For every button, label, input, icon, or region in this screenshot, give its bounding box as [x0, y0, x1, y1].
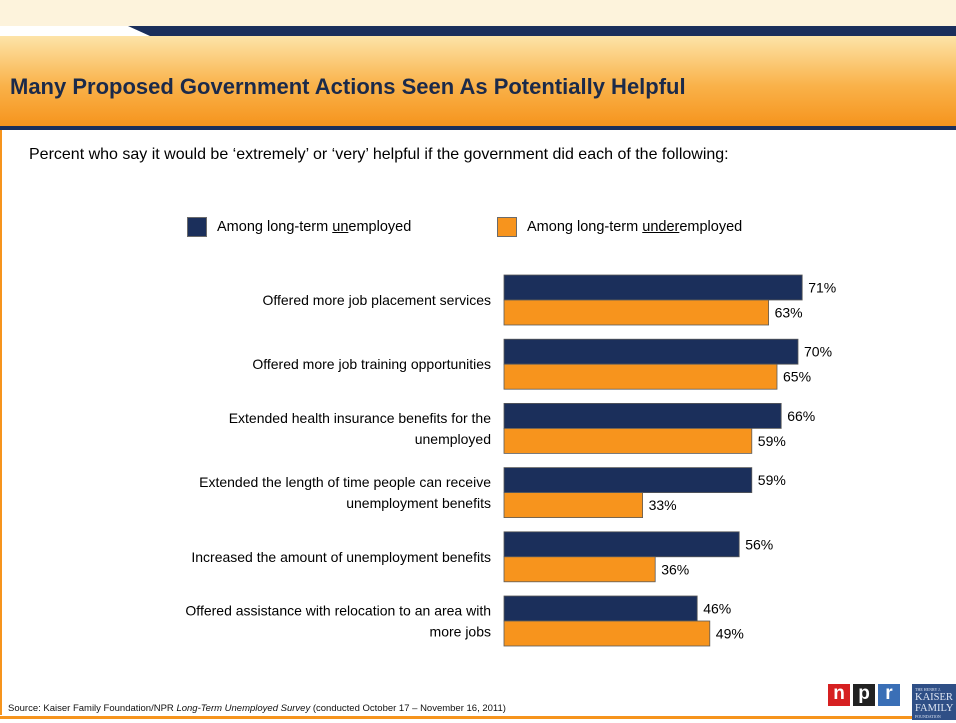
top-strip: [0, 0, 956, 26]
npr-letter-n: n: [828, 684, 850, 706]
category-label-2: Extended health insurance benefits for t…: [229, 410, 492, 426]
bottom-border: [0, 716, 956, 719]
bar-unemployed-3: [503, 467, 753, 494]
bar-unemployed-0: [503, 274, 803, 301]
data-label-underemployed-0: 63%: [775, 305, 803, 321]
legend-swatch-underemployed: [497, 217, 517, 237]
header-wedge: [128, 26, 150, 36]
data-label-unemployed-2: 66%: [787, 408, 815, 424]
category-label-0: Offered more job placement services: [262, 292, 491, 308]
category-label-3: unemployment benefits: [346, 495, 491, 511]
data-label-underemployed-4: 36%: [661, 561, 689, 577]
data-label-unemployed-3: 59%: [758, 472, 786, 488]
data-label-underemployed-3: 33%: [649, 497, 677, 513]
category-label-1: Offered more job training opportunities: [252, 356, 491, 372]
data-label-underemployed-5: 49%: [716, 626, 744, 642]
data-label-underemployed-2: 59%: [758, 433, 786, 449]
legend-item-underemployed: Among long-term underemployed: [497, 217, 742, 237]
npr-letter-r: r: [878, 684, 900, 706]
bar-unemployed-1: [503, 338, 799, 365]
data-label-underemployed-1: 65%: [783, 369, 811, 385]
category-label-5: Offered assistance with relocation to an…: [185, 603, 491, 619]
category-label-4: Increased the amount of unemployment ben…: [191, 549, 491, 565]
data-label-unemployed-1: 70%: [804, 344, 832, 360]
bar-underemployed-2: [503, 427, 753, 454]
title-divider: [0, 126, 956, 130]
bar-unemployed-5: [503, 595, 698, 622]
bar-unemployed-4: [503, 531, 740, 558]
legend-swatch-unemployed: [187, 217, 207, 237]
kff-logo: THE HENRY J. KAISER FAMILY FOUNDATION: [912, 684, 956, 720]
page-title: Many Proposed Government Actions Seen As…: [10, 74, 686, 99]
bar-underemployed-3: [503, 492, 644, 519]
left-border: [0, 130, 2, 715]
category-label-5: more jobs: [430, 624, 491, 640]
legend-label-underemployed: Among long-term underemployed: [527, 219, 743, 235]
data-label-unemployed-0: 71%: [808, 280, 836, 296]
title-bar: Many Proposed Government Actions Seen As…: [0, 36, 956, 126]
bar-underemployed-1: [503, 363, 778, 390]
data-label-unemployed-4: 56%: [745, 536, 773, 552]
source-note: Source: Kaiser Family Foundation/NPR Lon…: [8, 703, 506, 714]
bar-underemployed-0: [503, 299, 770, 326]
category-label-3: Extended the length of time people can r…: [199, 474, 491, 490]
chart-subtitle: Percent who say it would be ‘extremely’ …: [29, 146, 729, 163]
bar-underemployed-5: [503, 620, 711, 647]
bar-underemployed-4: [503, 556, 656, 583]
category-label-2: unemployed: [415, 431, 491, 447]
legend-label-unemployed: Among long-term unemployed: [217, 219, 412, 235]
header-band: [150, 26, 956, 36]
npr-letter-p: p: [853, 684, 875, 706]
npr-logo: n p r: [828, 684, 900, 706]
bar-unemployed-2: [503, 402, 782, 429]
data-label-unemployed-5: 46%: [703, 601, 731, 617]
legend-item-unemployed: Among long-term unemployed: [187, 217, 411, 237]
